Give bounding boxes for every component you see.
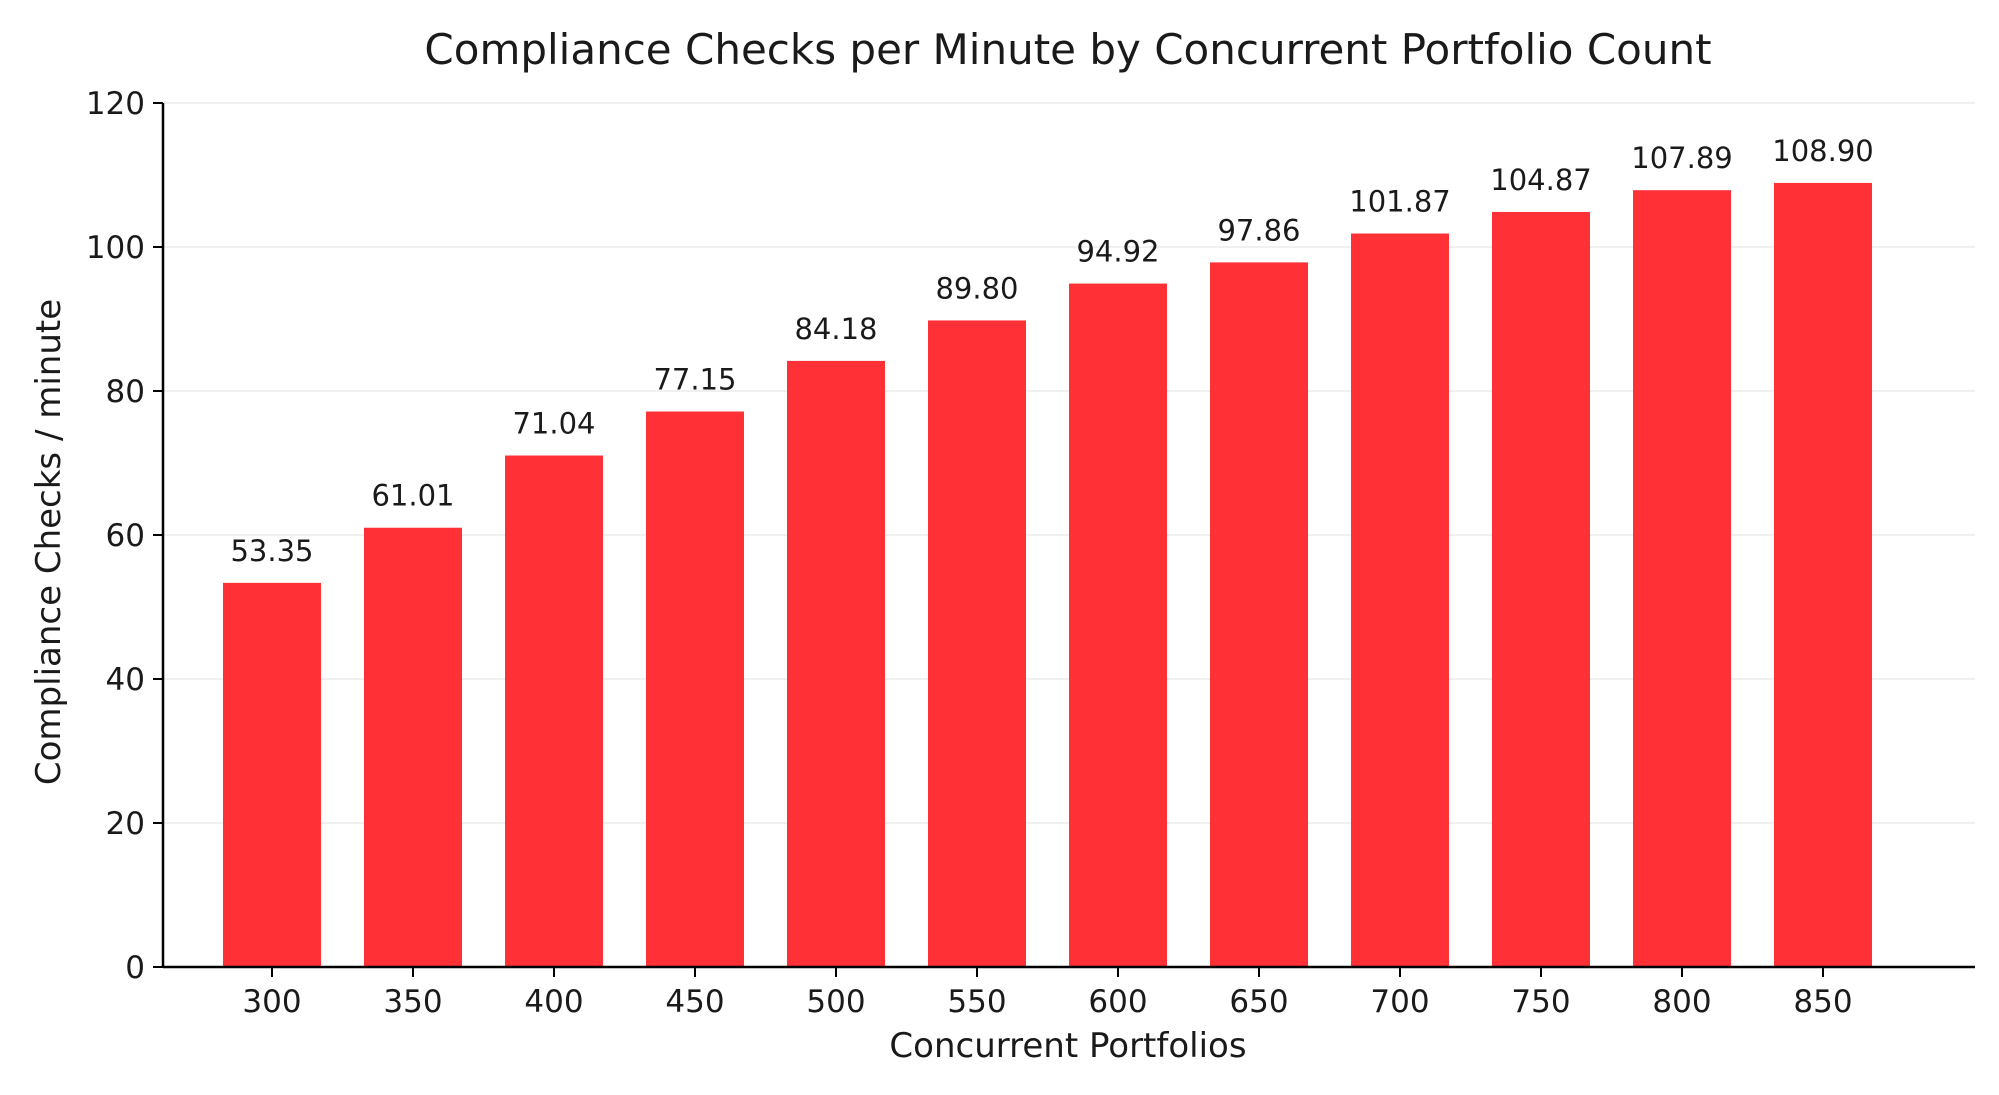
bars bbox=[223, 182, 1872, 968]
data-label: 104.87 bbox=[1490, 163, 1591, 197]
data-label: 53.35 bbox=[230, 534, 313, 568]
bar-750 bbox=[1492, 211, 1590, 967]
x-tick-label: 300 bbox=[242, 984, 301, 1020]
axes: 0 20 40 60 80 100 120 300 350 400 450 500 550 600 650 7… bbox=[86, 86, 1975, 1020]
data-labels: 53.35 61.01 71.04 77.15 84.18 89.80 94.92 97.86… bbox=[230, 134, 1873, 568]
bar-500 bbox=[787, 360, 885, 967]
bar-850 bbox=[1774, 182, 1872, 968]
y-tick-label: 40 bbox=[106, 662, 145, 698]
data-label: 77.15 bbox=[653, 363, 736, 397]
x-tick-label: 450 bbox=[665, 984, 724, 1020]
data-label: 94.92 bbox=[1076, 235, 1159, 269]
bar-600 bbox=[1069, 283, 1167, 967]
bar-350 bbox=[364, 527, 462, 967]
y-tick-label: 100 bbox=[86, 230, 145, 266]
x-tick-label: 350 bbox=[383, 984, 442, 1020]
x-tick-label: 800 bbox=[1652, 984, 1711, 1020]
bar-450 bbox=[646, 411, 744, 967]
data-label: 97.86 bbox=[1217, 213, 1300, 247]
y-axis-label: Compliance Checks / minute bbox=[29, 299, 69, 785]
x-tick-label: 700 bbox=[1370, 984, 1429, 1020]
data-label: 84.18 bbox=[794, 312, 877, 346]
x-tick-label: 750 bbox=[1511, 984, 1570, 1020]
chart-title: Compliance Checks per Minute by Concurre… bbox=[424, 25, 1711, 74]
data-label: 107.89 bbox=[1631, 141, 1732, 175]
data-label: 89.80 bbox=[935, 271, 1018, 305]
x-tick-label: 650 bbox=[1229, 984, 1288, 1020]
bar-400 bbox=[505, 455, 603, 967]
data-label: 71.04 bbox=[512, 407, 595, 441]
x-tick-label: 500 bbox=[806, 984, 865, 1020]
bar-650 bbox=[1210, 262, 1308, 968]
data-label: 108.90 bbox=[1772, 134, 1873, 168]
y-tick-label: 80 bbox=[106, 374, 145, 410]
y-tick-label: 60 bbox=[106, 518, 145, 554]
bar-300 bbox=[223, 582, 321, 967]
x-tick-label: 400 bbox=[524, 984, 583, 1020]
bar-800 bbox=[1633, 190, 1731, 967]
y-tick-label: 0 bbox=[125, 950, 145, 986]
bar-700 bbox=[1351, 233, 1449, 967]
y-tick-label: 20 bbox=[106, 806, 145, 842]
data-label: 101.87 bbox=[1349, 185, 1450, 219]
data-label: 61.01 bbox=[371, 479, 454, 513]
x-tick-label: 550 bbox=[947, 984, 1006, 1020]
y-tick-label: 120 bbox=[86, 86, 145, 122]
bar-550 bbox=[928, 320, 1026, 967]
x-tick-label: 600 bbox=[1088, 984, 1147, 1020]
x-axis-label: Concurrent Portfolios bbox=[889, 1026, 1246, 1066]
x-tick-label: 850 bbox=[1793, 984, 1852, 1020]
